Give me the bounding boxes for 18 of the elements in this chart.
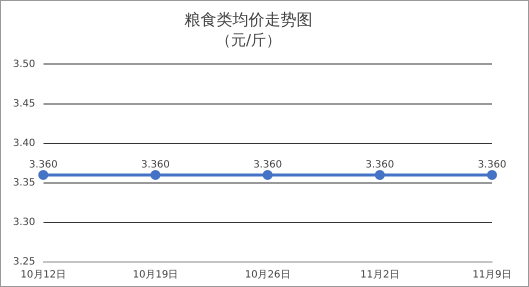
x-tick-label: 11月2日 (360, 270, 400, 281)
y-tick-label: 3.35 (13, 177, 36, 188)
data-label: 3.360 (365, 160, 394, 171)
y-tick-label: 3.50 (13, 58, 36, 70)
chart-title: 粮食类均价走势图 (184, 10, 312, 29)
y-tick-label: 3.25 (13, 256, 36, 268)
data-label: 3.360 (141, 160, 170, 171)
x-tick-label: 10月12日 (20, 270, 66, 281)
y-tick-label: 3.40 (13, 138, 36, 149)
chart-subtitle: （元/斤） (216, 31, 282, 50)
y-tick-label: 3.45 (13, 98, 36, 110)
data-label: 3.360 (28, 160, 58, 171)
y-tick-label: 3.30 (13, 217, 36, 228)
x-tick-label: 10月19日 (132, 270, 178, 281)
data-label: 3.360 (253, 160, 282, 171)
x-tick-label: 11月9日 (472, 270, 512, 281)
x-tick-label: 10月26日 (244, 270, 290, 281)
data-label: 3.360 (478, 160, 506, 171)
